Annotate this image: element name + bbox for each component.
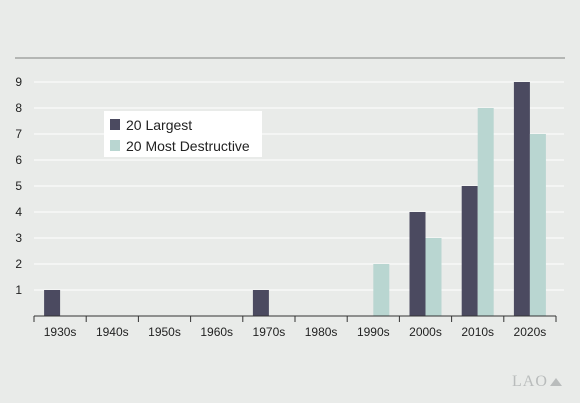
legend-label-20-largest: 20 Largest: [126, 117, 192, 133]
bar-largest-2000s: [409, 212, 426, 316]
bar-most-destructive-2010s: [477, 108, 494, 316]
x-tick-label: 1930s: [44, 325, 77, 339]
y-tick-label: 8: [15, 101, 22, 115]
bar-most-destructive-2020s: [529, 134, 546, 316]
lao-logo: LAO: [512, 373, 562, 390]
y-tick-label: 2: [15, 257, 22, 271]
y-tick-label: 7: [15, 127, 22, 141]
legend-swatch-20-largest: [110, 119, 120, 130]
legend-label-20-most-destructive: 20 Most Destructive: [126, 138, 250, 154]
x-tick-label: 1950s: [148, 325, 181, 339]
grid-lines: [34, 81, 564, 291]
lao-logo-text: LAO: [512, 373, 548, 390]
x-tick-label: 1990s: [357, 325, 390, 339]
x-axis-tick-labels: 1930s 1940s 1950s 1960s 1970s 1980s 1990s 2000s…: [44, 325, 547, 339]
x-tick-label: 2010s: [461, 325, 494, 339]
y-tick-label: 4: [15, 205, 22, 219]
bar-largest-2020s: [513, 82, 530, 316]
y-tick-label: 6: [15, 153, 22, 167]
x-tick-label: 1940s: [96, 325, 129, 339]
x-tick-label: 1970s: [253, 325, 286, 339]
y-tick-label: 5: [15, 179, 22, 193]
x-tick-label: 2020s: [514, 325, 547, 339]
x-tick-label: 2000s: [409, 325, 442, 339]
legend-swatch-20-most-destructive: [110, 140, 120, 151]
lao-logo-mark: [550, 378, 562, 386]
bars: [44, 82, 546, 316]
y-tick-label: 1: [15, 283, 22, 297]
x-tick-label: 1980s: [305, 325, 338, 339]
legend: 20 Largest 20 Most Destructive: [104, 111, 262, 157]
y-tick-label: 9: [15, 75, 22, 89]
bar-largest-1930s: [44, 290, 61, 316]
y-tick-label: 3: [15, 231, 22, 245]
bar-most-destructive-1990s: [373, 264, 390, 316]
x-axis-ticks: [33, 316, 557, 322]
bar-largest-1970s: [252, 290, 269, 316]
y-axis-tick-labels: 1 2 3 4 5 6 7 8 9: [15, 75, 22, 297]
x-tick-label: 1960s: [200, 325, 233, 339]
bar-largest-2010s: [461, 186, 478, 316]
bar-most-destructive-2000s: [425, 238, 442, 316]
legend-box: [104, 111, 262, 157]
